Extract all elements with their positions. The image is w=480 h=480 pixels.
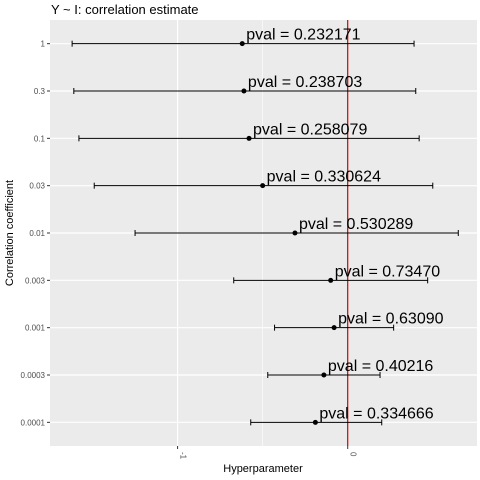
y-tick-label: 0.0001 xyxy=(21,418,46,427)
y-tick-label: 0.3 xyxy=(34,87,46,96)
pval-label: pval = 0.73470 xyxy=(335,263,441,280)
estimate-point xyxy=(312,419,318,425)
estimate-point xyxy=(292,230,298,236)
y-tick-label: 0.03 xyxy=(29,182,45,191)
chart-title: Y ~ I: correlation estimate xyxy=(51,2,199,17)
y-axis-ticks: 1 0.3 0.1 0.03 0.01 0.003 0.001 0.0003 0.0001 xyxy=(21,40,50,427)
estimate-point xyxy=(328,277,334,283)
y-tick-label: 0.01 xyxy=(29,229,45,238)
y-tick-label: 0.001 xyxy=(25,324,46,333)
pval-label: pval = 0.40216 xyxy=(328,358,434,375)
error-bar-marks: pval = 0.232171 pval = 0.238703 pval = 0.2… xyxy=(71,20,459,446)
estimate-point xyxy=(321,372,327,378)
x-tick-label: -1 xyxy=(179,452,188,460)
estimate-point xyxy=(331,325,337,331)
y-tick-label: 0.1 xyxy=(34,134,46,143)
pval-label: pval = 0.63090 xyxy=(338,311,444,328)
y-tick-label: 0.003 xyxy=(25,276,46,285)
y-tick-label: 0.0003 xyxy=(21,371,46,380)
pval-label: pval = 0.334666 xyxy=(319,405,433,422)
estimate-point xyxy=(241,88,247,94)
pval-label: pval = 0.330624 xyxy=(267,169,381,186)
estimate-point xyxy=(246,135,252,141)
x-tick-label: 0 xyxy=(349,452,358,457)
x-axis-ticks: -1 0 xyxy=(177,446,358,460)
pval-label: pval = 0.232171 xyxy=(246,27,360,44)
y-axis-title: Correlation coefficient xyxy=(4,180,16,286)
pval-label: pval = 0.238703 xyxy=(248,74,362,91)
estimate-point xyxy=(239,41,245,47)
y-tick-label: 1 xyxy=(41,40,46,49)
pval-label: pval = 0.258079 xyxy=(253,121,367,138)
estimate-point xyxy=(260,183,266,189)
x-axis-title: Hyperparameter xyxy=(223,463,303,475)
pval-label: pval = 0.530289 xyxy=(299,216,413,233)
